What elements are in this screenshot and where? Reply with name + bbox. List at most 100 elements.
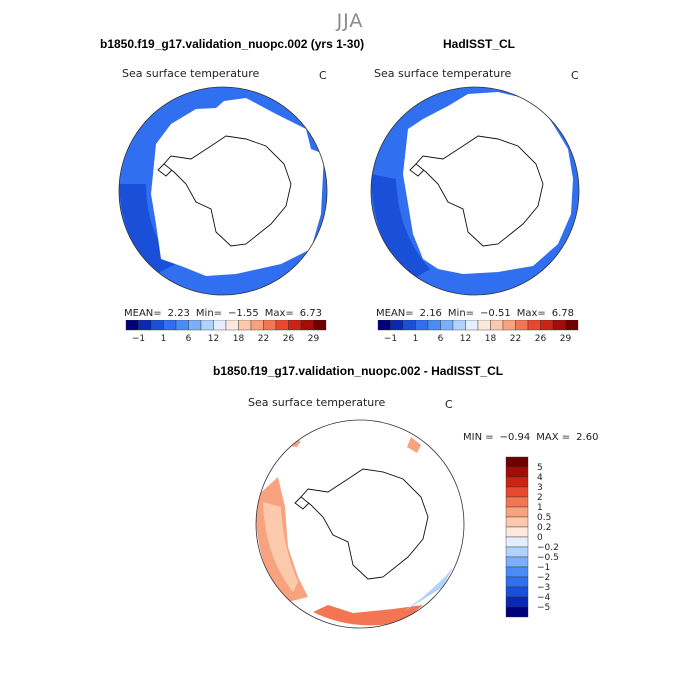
panel-2-colorbar-swatch <box>565 320 579 331</box>
panel-2-warm-sector <box>371 174 430 279</box>
panel-3-colorbar-swatch <box>505 576 529 588</box>
panel-3-colorbar-swatch <box>505 506 529 518</box>
panel-2-sea-ice-mask <box>403 92 573 274</box>
panel-3-colorbar-swatch <box>505 526 529 538</box>
panel-2-map-boundary <box>370 86 580 296</box>
panel-2-colorbar-tick-label: 6 <box>438 334 444 344</box>
panel-2-colorbar-swatch <box>502 320 516 331</box>
panel-2-colorbar-swatch <box>377 320 391 331</box>
panel-1-colorbar-swatch <box>188 320 202 331</box>
panel-2-colorbar-swatch <box>390 320 404 331</box>
panel-3-variable-label: Sea surface temperature <box>248 396 386 409</box>
panel-1-colorbar-tick-label: 22 <box>258 334 269 344</box>
panel-3-colorbar-tick-label: 2 <box>537 493 543 503</box>
panel-1-polar-map <box>118 86 328 296</box>
panel-1-variable-label: Sea surface temperature <box>122 67 260 80</box>
panel-3-max-label: MAX = <box>536 432 571 443</box>
panel-1-colorbar-swatch <box>213 320 227 331</box>
panel-3-colorbar-swatch <box>505 536 529 548</box>
panel-3-colorbar-tick-label: −3 <box>537 583 550 593</box>
panel-2-colorbar-swatch <box>465 320 479 331</box>
panel-1-colorbar-swatch <box>263 320 277 331</box>
panel-1-min-value: −1.55 <box>228 308 259 319</box>
panel-2-max-value: 6.78 <box>551 308 575 319</box>
panel-3-colorbar-swatch <box>505 516 529 528</box>
panel-1-colorbar-swatch <box>175 320 189 331</box>
panel-3-colorbar-swatch <box>505 586 529 598</box>
panel-3-stats: MIN = −0.94 MAX = 2.60 <box>463 432 604 443</box>
page-title: JJA <box>336 10 364 32</box>
panel-3-colorbar-tick-label: 0.5 <box>537 513 551 523</box>
panel-3-map-boundary <box>255 419 465 629</box>
panel-1-colorbar-swatch <box>288 320 302 331</box>
panel-2-polar-map <box>370 86 580 296</box>
panel-1-max-value: 6.73 <box>299 308 323 319</box>
panel-1-max-label: Max= <box>264 308 294 319</box>
panel-3-title: b1850.f19_g17.validation_nuopc.002 - Had… <box>213 364 504 378</box>
panel-1-colorbar-swatch <box>150 320 164 331</box>
panel-3-colorbar-swatch <box>505 566 529 578</box>
panel-2-colorbar-tick-label: 22 <box>510 334 521 344</box>
panel-1-colorbar-swatch <box>313 320 327 331</box>
panel-2-title: HadISST_CL <box>443 37 516 51</box>
panel-2-mean-label: MEAN= <box>376 308 414 319</box>
panel-1-colorbar-swatch <box>163 320 177 331</box>
panel-3-colorbar-tick-label: 0 <box>537 533 543 543</box>
panel-1-stats: MEAN= 2.23 Min= −1.55 Max= 6.73 <box>124 308 328 319</box>
panel-2-colorbar-tick-label: 29 <box>560 334 572 344</box>
panel-3-colorbar-swatch <box>505 596 529 608</box>
panel-3-colorbar-swatch <box>505 556 529 568</box>
panel-3-colorbar-tick-label: 4 <box>537 473 543 483</box>
panel-2-colorbar-swatch <box>490 320 504 331</box>
panel-2-colorbar-swatch <box>477 320 491 331</box>
panel-2-colorbar-swatch <box>415 320 429 331</box>
panel-1-colorbar: −1 1 6 12 18 22 26 29 <box>125 320 327 344</box>
panel-1-colorbar-swatch <box>225 320 239 331</box>
panel-2-colorbar-swatch <box>402 320 416 331</box>
panel-1-sea-ice-mask <box>151 98 324 276</box>
panel-1-colorbar-tick-label: 12 <box>208 334 219 344</box>
panel-1-colorbar-tick-label: 1 <box>161 334 167 344</box>
panel-2-mean-value: 2.16 <box>419 308 442 319</box>
panel-3-max-value: 2.60 <box>576 432 599 443</box>
panel-2-min-value: −0.51 <box>480 308 511 319</box>
panel-2-colorbar-tick-label: 26 <box>535 334 547 344</box>
panel-3-polar-map <box>255 419 465 629</box>
panel-3-colorbar-tick-label: 3 <box>537 483 543 493</box>
panel-3-colorbar-swatch <box>505 476 529 488</box>
panel-1-mean-label: MEAN= <box>124 308 162 319</box>
panel-3-warm-patch-ne <box>407 437 421 453</box>
panel-1-colorbar-swatch <box>300 320 314 331</box>
panel-1-colorbar-tick-label: 18 <box>233 334 245 344</box>
panel-3-colorbar-tick-label: 5 <box>537 463 543 473</box>
panel-1-colorbar-swatch <box>238 320 252 331</box>
panel-1-colorbar-swatch <box>200 320 214 331</box>
panel-2-antarctica-coastline <box>409 135 544 247</box>
panel-3-colorbar-tick-label: −1 <box>537 563 550 573</box>
panel-3-colorbar-tick-label: −0.5 <box>537 553 559 563</box>
panel-2-variable-label: Sea surface temperature <box>374 67 512 80</box>
panel-3-colorbar-tick-label: 1 <box>537 503 543 513</box>
panel-2-stats: MEAN= 2.16 Min= −0.51 Max= 6.78 <box>376 308 580 319</box>
panel-1-title: b1850.f19_g17.validation_nuopc.002 (yrs … <box>100 37 365 51</box>
panel-2-colorbar-swatch <box>527 320 541 331</box>
panel-1-units-label: C <box>319 69 327 82</box>
panel-3-colorbar-swatch <box>505 456 529 468</box>
panel-3-colorbar-swatch <box>505 486 529 498</box>
panel-3-colorbar-tick-label: −5 <box>537 603 550 613</box>
panel-2-colorbar: −1 1 6 12 18 22 26 29 <box>377 320 579 344</box>
panel-2-colorbar-swatch <box>452 320 466 331</box>
panel-1-min-label: Min= <box>195 308 223 319</box>
panel-3-warm-anomaly-south <box>313 605 423 626</box>
panel-2-colorbar-tick-label: 1 <box>413 334 419 344</box>
panel-3-colorbar-swatch <box>505 496 529 508</box>
panel-3-colorbar-swatch <box>505 606 529 618</box>
panel-2-colorbar-swatch <box>515 320 529 331</box>
panel-1-mean-value: 2.23 <box>167 308 190 319</box>
panel-1-colorbar-swatch <box>138 320 152 331</box>
panel-1-map-boundary <box>118 86 328 296</box>
panel-2-colorbar-swatch <box>540 320 554 331</box>
panel-3-colorbar-swatch <box>505 466 529 478</box>
panel-3-units-label: C <box>445 398 453 411</box>
